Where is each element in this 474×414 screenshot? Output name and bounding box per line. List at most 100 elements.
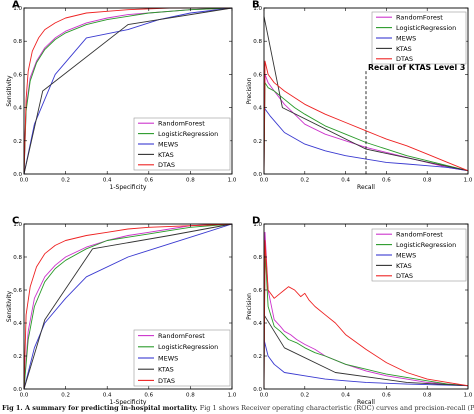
y-tick-label: 1.0	[13, 6, 22, 12]
series-logisticregression-line	[23, 7, 233, 175]
y-tick-label: 1.0	[253, 6, 262, 12]
annotation-label: Recall of KTAS Level 3	[368, 63, 465, 72]
y-tick-label: 0.2	[13, 354, 22, 360]
figure-caption: Fig 1. A summary for predicting in-hospi…	[2, 404, 474, 414]
y-tick-label: 0.0	[13, 387, 22, 393]
series-dtas-line	[23, 223, 233, 390]
x-tick-label: 0.4	[341, 178, 350, 184]
x-tick-label: 1.0	[464, 178, 473, 184]
y-axis-label: Precision	[246, 77, 253, 104]
y-tick-label: 0.8	[253, 39, 262, 45]
legend: RandomForest LogisticRegression MEWS KTAS DT…	[371, 228, 467, 282]
legend-entry: MEWS	[158, 140, 178, 148]
legend-entry: KTAS	[396, 45, 412, 53]
y-tick-label: 0.6	[13, 288, 22, 294]
x-tick-label: 1.0	[228, 178, 237, 184]
panel-label: A	[12, 0, 20, 11]
legend-entry: MEWS	[396, 34, 416, 42]
legend-entry: LogisticRegression	[396, 241, 456, 249]
x-axis-label: 1-Specificity	[110, 184, 147, 191]
x-tick-label: 1.0	[464, 393, 473, 399]
y-tick-label: 0.6	[253, 72, 262, 78]
legend-entry: MEWS	[158, 354, 178, 362]
plot-frame	[263, 223, 469, 390]
x-tick-label: 0.4	[341, 393, 350, 399]
panel-b: B Recall of KTAS Level 3 0.0 0.2 0.4 0.6 0.8 1.…	[246, 0, 473, 191]
series-mews-line	[23, 7, 233, 175]
x-tick-label: 0.6	[144, 393, 153, 399]
y-tick-label: 0.6	[253, 288, 262, 294]
series-dtas-line	[23, 7, 232, 175]
legend-entry: DTAS	[396, 272, 413, 280]
series-ktas-line	[23, 223, 233, 390]
legend-entry: KTAS	[396, 262, 412, 270]
x-tick-label: 0.8	[423, 393, 432, 399]
series-ktas-line	[263, 314, 469, 387]
x-tick-label: 0.4	[103, 178, 112, 184]
y-tick-label: 0.0	[253, 387, 262, 393]
plot-frame	[263, 7, 469, 175]
y-tick-label: 0.4	[13, 106, 22, 112]
y-tick-label: 0.2	[13, 139, 22, 145]
series-ktas-line	[23, 7, 233, 175]
plot-frame	[23, 223, 233, 390]
y-tick-label: 0.0	[253, 172, 262, 178]
panel-label: D	[252, 216, 260, 227]
x-axis-label: Recall	[357, 399, 375, 406]
series-mews-line	[263, 339, 469, 387]
x-tick-label: 0.2	[61, 393, 70, 399]
series-logisticregression-line	[263, 82, 469, 175]
series-dtas-line	[263, 60, 469, 175]
panel-a: A 0.0 0.2 0.4 0.6 0.8 1.0 0.0 0.2 0.4 0.6 0.8 1.0 1-S…	[6, 0, 237, 191]
x-tick-label: 0.8	[423, 178, 432, 184]
y-tick-label: 1.0	[13, 222, 22, 228]
plot-frame	[23, 7, 233, 175]
y-tick-label: 0.6	[13, 72, 22, 78]
legend-entry: KTAS	[158, 366, 174, 374]
caption-text: Fig 1 shows Receiver operating character…	[199, 404, 474, 412]
legend: RandomForest LogisticRegression MEWS KTAS DT…	[133, 117, 231, 171]
series-mews-line	[263, 107, 469, 172]
x-tick-label: 0.2	[300, 178, 309, 184]
x-axis-label: Recall	[357, 184, 375, 191]
legend-entry: KTAS	[158, 151, 174, 159]
series-mews-line	[23, 223, 233, 390]
series-ktas-line	[263, 16, 469, 172]
x-axis-label: 1-Specificity	[110, 399, 147, 406]
legend-entry: LogisticRegression	[158, 130, 218, 138]
y-tick-label: 0.8	[13, 255, 22, 261]
x-tick-label: 0.0	[20, 393, 29, 399]
panel-d: D 0.0 0.2 0.4 0.6 0.8 1.0 0.0 0.2 0.4 0.6 0.8 1.0 Rec…	[246, 216, 473, 407]
legend: RandomForest LogisticRegression MEWS KTAS DT…	[133, 329, 231, 387]
y-axis-label: Sensitivity	[6, 75, 13, 107]
legend-entry: RandomForest	[158, 120, 205, 128]
x-tick-label: 0.0	[20, 178, 29, 184]
panel-c: C 0.0 0.2 0.4 0.6 0.8 1.0 0.0 0.2 0.4 0.6 0.8 1.0 1-S…	[6, 216, 237, 407]
x-tick-label: 0.6	[382, 178, 391, 184]
series-randomforest-line	[23, 223, 233, 390]
legend-entry: RandomForest	[158, 332, 205, 340]
series-logisticregression-line	[263, 248, 469, 390]
legend-entry: DTAS	[158, 377, 175, 385]
y-tick-label: 0.2	[253, 139, 262, 145]
legend-entry: LogisticRegression	[158, 343, 218, 351]
legend-entry: LogisticRegression	[396, 24, 456, 32]
series-dtas-line	[263, 240, 469, 390]
legend-entry: DTAS	[158, 161, 175, 169]
legend-entry: RandomForest	[396, 231, 443, 239]
y-tick-label: 0.8	[13, 39, 22, 45]
x-tick-label: 0.6	[382, 393, 391, 399]
y-tick-label: 0.8	[253, 255, 262, 261]
y-tick-label: 0.4	[13, 321, 22, 327]
y-tick-label: 0.2	[253, 354, 262, 360]
y-tick-label: 0.4	[253, 321, 262, 327]
y-tick-label: 0.4	[253, 106, 262, 112]
y-axis-label: Precision	[246, 293, 253, 320]
x-tick-label: 0.4	[103, 393, 112, 399]
x-tick-label: 0.0	[260, 393, 269, 399]
legend: RandomForest LogisticRegression MEWS KTAS DT…	[371, 11, 467, 65]
x-tick-label: 1.0	[228, 393, 237, 399]
x-tick-label: 0.8	[186, 393, 195, 399]
x-tick-label: 0.6	[144, 178, 153, 184]
